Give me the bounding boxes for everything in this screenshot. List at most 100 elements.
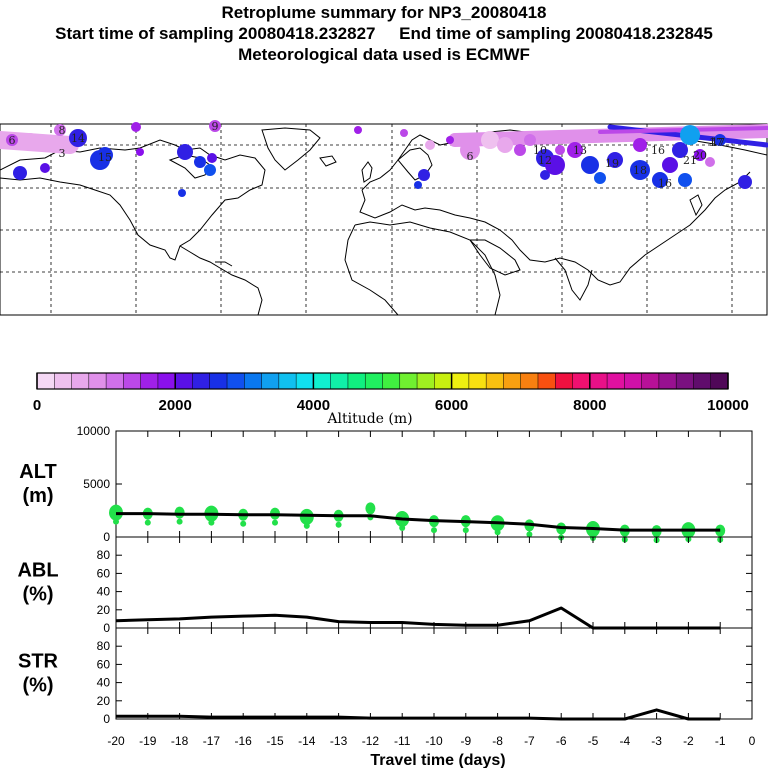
x-tick-label: -14 [298, 734, 316, 748]
plume-dot [209, 120, 221, 132]
y-tick-label: 40 [97, 585, 111, 599]
alt-scatter-point [526, 531, 533, 538]
colorbar-swatch [157, 373, 176, 389]
alt-scatter-point [299, 508, 314, 525]
y-tick-label: 5000 [83, 477, 110, 491]
plume-dot [652, 172, 668, 188]
plume-dot [414, 181, 422, 189]
x-tick-label: -11 [394, 734, 411, 748]
plume-dot [567, 142, 583, 158]
plume-dot [594, 172, 606, 184]
colorbar-swatch [555, 373, 574, 389]
colorbar-swatch [676, 373, 694, 389]
plume-dot [545, 155, 565, 175]
colorbar-swatch [54, 373, 73, 389]
alt-scatter-point [494, 529, 501, 536]
colorbar-swatch [261, 373, 280, 389]
colorbar-swatch [88, 373, 107, 389]
plume-label: 21 [683, 154, 697, 167]
plume-dot [694, 149, 706, 161]
plume-dot [714, 134, 726, 146]
plume-label: 14 [71, 132, 85, 145]
plume-dot [40, 163, 50, 173]
plume-label: 17 [711, 136, 725, 149]
plume-dot [178, 189, 186, 197]
colorbar-swatch [589, 373, 608, 389]
plume-dot [207, 153, 217, 163]
plume-label: 6 [467, 150, 474, 163]
plume-dot [705, 157, 715, 167]
plume-dot [540, 170, 550, 180]
plume-dot [131, 122, 141, 132]
y-tick-label: 80 [97, 639, 111, 653]
plume-label: 19 [605, 157, 619, 170]
colorbar-swatch [417, 373, 435, 389]
panel-ylabel: ABL [17, 560, 58, 582]
plume-label: 15 [98, 151, 112, 164]
x-tick-label: -20 [107, 734, 125, 748]
colorbar-swatch [37, 373, 55, 389]
alt-scatter-point [208, 519, 215, 526]
colorbar-tick-label: 2000 [159, 397, 192, 414]
alt-scatter-point [144, 519, 151, 526]
time-series-panels: 1000050000ALT(m)806040200ABL(%)806040200… [17, 424, 755, 768]
y-tick-label: 80 [97, 548, 111, 562]
x-tick-label: -9 [460, 734, 471, 748]
plume-dot [680, 125, 700, 145]
plume-label: 10 [533, 144, 547, 157]
alt-scatter-point [113, 518, 119, 525]
colorbar-swatch [399, 373, 418, 389]
alt-scatter-point [462, 527, 469, 534]
alt-scatter-point [176, 518, 183, 525]
y-tick-label: 40 [97, 676, 111, 690]
colorbar-swatch [607, 373, 625, 389]
y-tick-label: 20 [97, 694, 111, 708]
colorbar-swatch [451, 373, 470, 389]
series-line-alt [116, 512, 721, 532]
alt-scatter-point [365, 502, 376, 515]
x-tick-label: -16 [235, 734, 253, 748]
alt-scatter-point [272, 519, 278, 526]
panel-alt: 10000 5000 0 ALT(m) [19, 424, 753, 544]
x-tick-label: -5 [588, 734, 599, 748]
plume-dot [524, 134, 536, 146]
panel-ylabel: ALT [19, 461, 56, 483]
x-tick-label: -13 [330, 734, 348, 748]
colorbar-swatch [641, 373, 660, 389]
plume-label: 12 [538, 154, 552, 167]
plume-label: 6 [9, 134, 16, 147]
y-tick-label: 10000 [77, 424, 111, 438]
panel-ylabel: STR [18, 651, 59, 673]
plume-label: 17 [709, 136, 723, 149]
x-tick-label: -4 [619, 734, 630, 748]
plume-dot [662, 157, 678, 173]
plume-dot [13, 166, 27, 180]
plume-dot [90, 150, 110, 170]
chart-title: Retroplume summary for NP3_20080418 [221, 3, 547, 22]
colorbar-label: Altitude (m) [326, 411, 412, 427]
series-line-abl [115, 606, 721, 630]
colorbar-swatch [192, 373, 211, 389]
plume-dot [69, 129, 87, 147]
alt-scatter-point [399, 524, 406, 531]
colorbar-tick-label: 10000 [707, 397, 749, 414]
map-frame [0, 123, 768, 316]
alt-scatter-point [431, 527, 437, 534]
colorbar-swatch [347, 373, 366, 389]
colorbar-tick-label: 0 [33, 397, 41, 414]
panel-frame [115, 627, 753, 720]
plume-label: 13 [573, 144, 587, 157]
colorbar-swatch [710, 373, 729, 389]
alt-scatter-point [335, 521, 342, 528]
x-tick-label: -8 [492, 734, 503, 748]
colorbar-tick-label: 4000 [297, 397, 330, 414]
sampling-time-line: Start time of sampling 20080418.232827 E… [55, 24, 713, 43]
panel-ylabel: (%) [22, 584, 53, 606]
colorbar-swatch [227, 373, 245, 389]
colorbar-swatch [434, 373, 453, 389]
plume-dot [497, 137, 513, 153]
x-tick-label: -10 [425, 734, 443, 748]
